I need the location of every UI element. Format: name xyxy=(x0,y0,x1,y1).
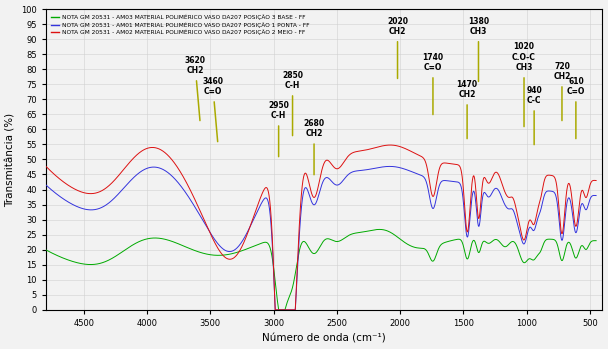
Text: 1380
CH3: 1380 CH3 xyxy=(468,17,489,81)
Text: 2680
CH2: 2680 CH2 xyxy=(303,119,325,175)
Text: 1020
C.O-C
CH3: 1020 C.O-C CH3 xyxy=(512,43,536,127)
Text: 2020
CH2: 2020 CH2 xyxy=(387,17,408,79)
Text: 720
CH2: 720 CH2 xyxy=(553,62,571,121)
Text: 2950
C-H: 2950 C-H xyxy=(268,101,289,157)
Y-axis label: Transmitância (%): Transmitância (%) xyxy=(5,112,16,207)
Text: 3460
C=O: 3460 C=O xyxy=(202,77,223,142)
Text: 2850
C-H: 2850 C-H xyxy=(282,71,303,136)
Text: 940
C-C: 940 C-C xyxy=(527,86,542,144)
X-axis label: Número de onda (cm⁻¹): Número de onda (cm⁻¹) xyxy=(262,333,386,343)
Text: 1470
CH2: 1470 CH2 xyxy=(457,80,478,139)
Text: 610
C=O: 610 C=O xyxy=(567,77,585,139)
Legend: NOTA GM 20531 - AM03 MATERIAL POLIMÉRICO VASO DA207 POSIÇÃO 3 BASE - FF, NOTA GM: NOTA GM 20531 - AM03 MATERIAL POLIMÉRICO… xyxy=(49,12,311,37)
Text: 3620
CH2: 3620 CH2 xyxy=(185,56,206,121)
Text: 1740
C=O: 1740 C=O xyxy=(423,53,443,114)
